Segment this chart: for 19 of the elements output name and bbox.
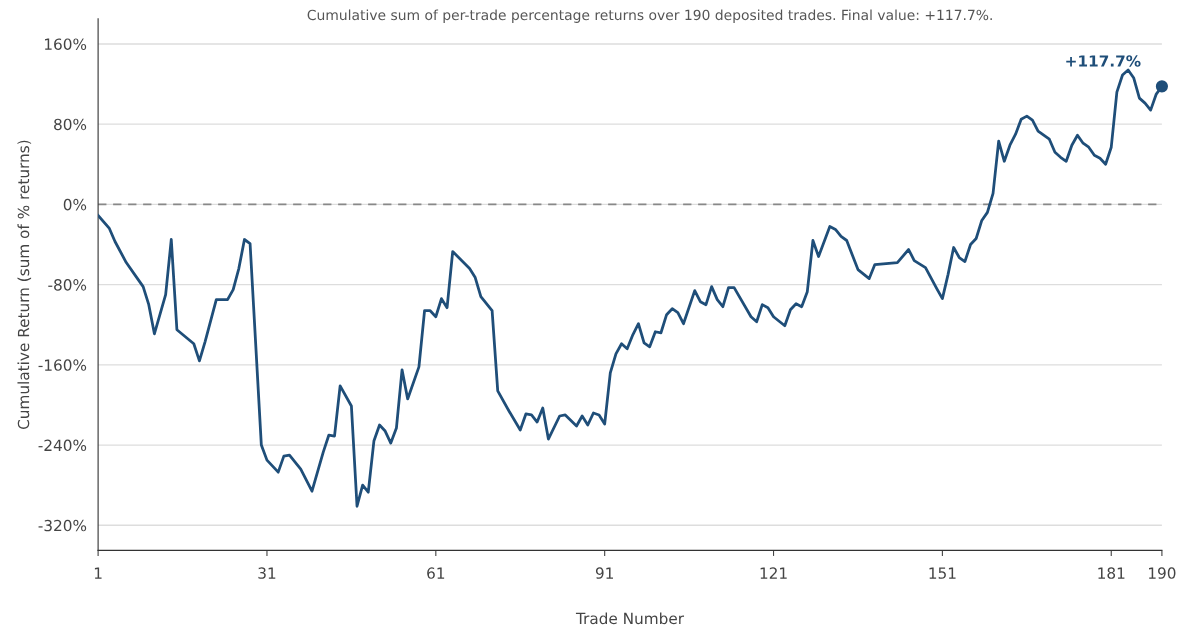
x-tick-label: 121 [760,567,787,579]
y-tick-label: -240% [38,439,87,452]
x-tick-label: 181 [1098,567,1125,579]
x-tick-label: 61 [427,567,445,579]
x-tick-label: 151 [929,567,956,579]
y-tick-label: 0% [63,198,87,211]
y-tick-label: -320% [38,519,87,532]
annotation: +117.7% [1066,55,1141,67]
y-tick-label: -80% [48,279,87,291]
x-tick-label: 91 [595,567,613,579]
y-tick-label: 80% [54,118,87,131]
x-tick-label: 190 [1149,567,1176,579]
x-axis-title: Trade Number [575,612,685,625]
y-tick-label: -160% [38,359,87,371]
x-tick-label: 31 [258,567,276,579]
y-axis-title: Cumulative Return (sum of % returns) [17,140,32,430]
x-tick-label: 1 [94,567,102,579]
y-tick-label: 160% [45,38,87,50]
chart-title: Cumulative sum of per-trade percentage returns over 190 deposited trades. Final value: +117.7%. [307,9,992,23]
